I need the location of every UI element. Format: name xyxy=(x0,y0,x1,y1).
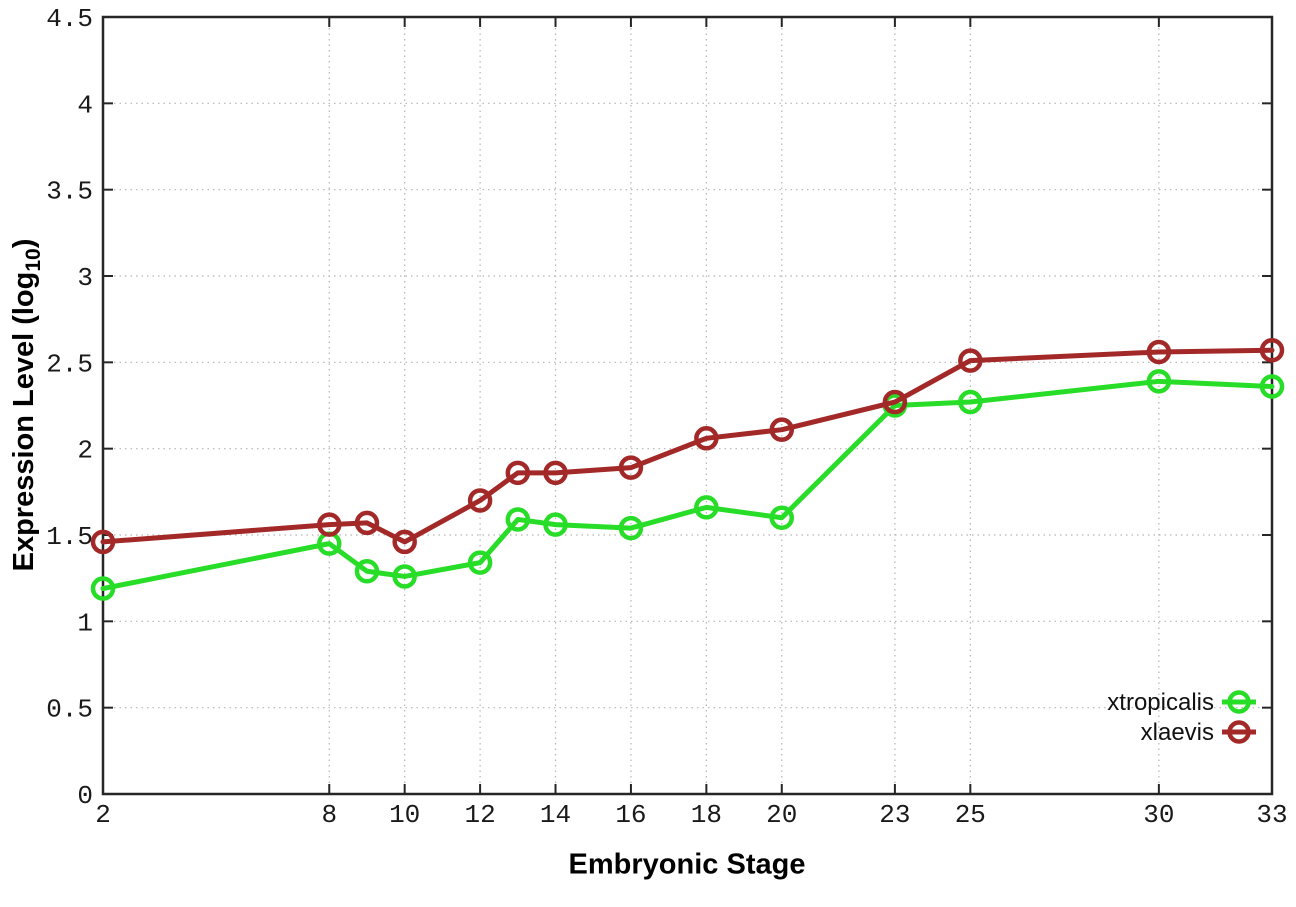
y-axis-title-close: ) xyxy=(8,238,40,249)
y-tick-label: 0.5 xyxy=(46,695,93,725)
x-axis-title: Embryonic Stage xyxy=(569,849,806,882)
data-point-xlaevis-14 xyxy=(543,460,568,486)
x-tick-label: 16 xyxy=(615,800,646,830)
x-tick-label: 30 xyxy=(1143,800,1174,830)
x-axis-title-text: Embryonic Stage xyxy=(568,848,806,881)
y-axis-title: Expression Level (log10) xyxy=(8,239,46,572)
data-point-xtropicalis-30 xyxy=(1146,369,1172,394)
x-tick-label: 2 xyxy=(95,800,111,830)
y-tick-label: 2 xyxy=(77,436,93,466)
data-point-xtropicalis-20 xyxy=(769,505,795,530)
data-point-xtropicalis-2 xyxy=(90,576,116,601)
data-point-xlaevis-16 xyxy=(618,455,644,480)
legend-label-xlaevis: xlaevis xyxy=(1141,719,1214,746)
data-point-xtropicalis-16 xyxy=(618,515,644,541)
data-point-xlaevis-30 xyxy=(1146,339,1172,365)
x-tick-label: 25 xyxy=(955,800,986,830)
data-point-xlaevis-18 xyxy=(694,426,719,451)
data-point-xlaevis-20 xyxy=(769,417,795,442)
data-point-xlaevis-25 xyxy=(958,348,983,373)
legend-label-xtropicalis: xtropicalis xyxy=(1107,689,1214,716)
y-tick-label: 0 xyxy=(77,781,93,811)
y-tick-label: 3.5 xyxy=(46,177,93,207)
data-point-xtropicalis-9 xyxy=(354,559,380,584)
data-point-xlaevis-33 xyxy=(1259,337,1285,363)
legend-item-xtropicalis: xtropicalis xyxy=(1107,689,1256,716)
x-tick-label: 33 xyxy=(1256,800,1287,830)
data-point-xlaevis-13 xyxy=(505,460,531,486)
x-tick-label: 23 xyxy=(879,800,910,830)
series-line-xlaevis xyxy=(100,347,1275,545)
data-point-xtropicalis-14 xyxy=(543,512,568,537)
x-tick-label: 12 xyxy=(464,800,495,830)
data-point-xlaevis-23 xyxy=(882,389,908,415)
x-tick-label: 20 xyxy=(766,800,797,830)
data-point-xtropicalis-18 xyxy=(694,495,719,520)
data-point-xlaevis-12 xyxy=(467,488,493,513)
data-point-xtropicalis-33 xyxy=(1259,374,1285,399)
legend: xtropicalis xlaevis xyxy=(1107,689,1256,746)
data-point-xtropicalis-12 xyxy=(467,550,493,575)
data-point-xlaevis-2 xyxy=(90,529,116,555)
legend-marker-xtropicalis xyxy=(1227,690,1251,714)
data-point-xtropicalis-13 xyxy=(505,507,531,532)
x-tick-label: 8 xyxy=(321,800,337,830)
legend-marker-xlaevis xyxy=(1227,720,1251,744)
y-tick-label: 4.5 xyxy=(46,4,93,34)
y-tick-label: 4 xyxy=(77,90,93,120)
data-point-xlaevis-10 xyxy=(392,529,417,555)
y-tick-label: 1.5 xyxy=(46,522,93,552)
data-point-xlaevis-8 xyxy=(317,512,342,537)
legend-item-xlaevis: xlaevis xyxy=(1141,719,1256,746)
plot-frame xyxy=(101,15,1274,796)
y-tick-label: 1 xyxy=(77,608,93,638)
y-axis-title-subscript: 10 xyxy=(22,248,45,272)
data-point-xtropicalis-25 xyxy=(958,389,983,415)
x-tick-label: 18 xyxy=(691,800,722,830)
y-axis-title-text: Expression Level (log xyxy=(8,271,40,572)
x-tick-label: 10 xyxy=(389,800,420,830)
y-tick-label: 3 xyxy=(77,263,93,293)
data-point-xtropicalis-10 xyxy=(392,564,417,589)
series-line-xtropicalis xyxy=(100,378,1275,592)
y-tick-label: 2.5 xyxy=(46,349,93,379)
data-point-xlaevis-9 xyxy=(354,510,380,536)
x-tick-label: 14 xyxy=(540,800,571,830)
